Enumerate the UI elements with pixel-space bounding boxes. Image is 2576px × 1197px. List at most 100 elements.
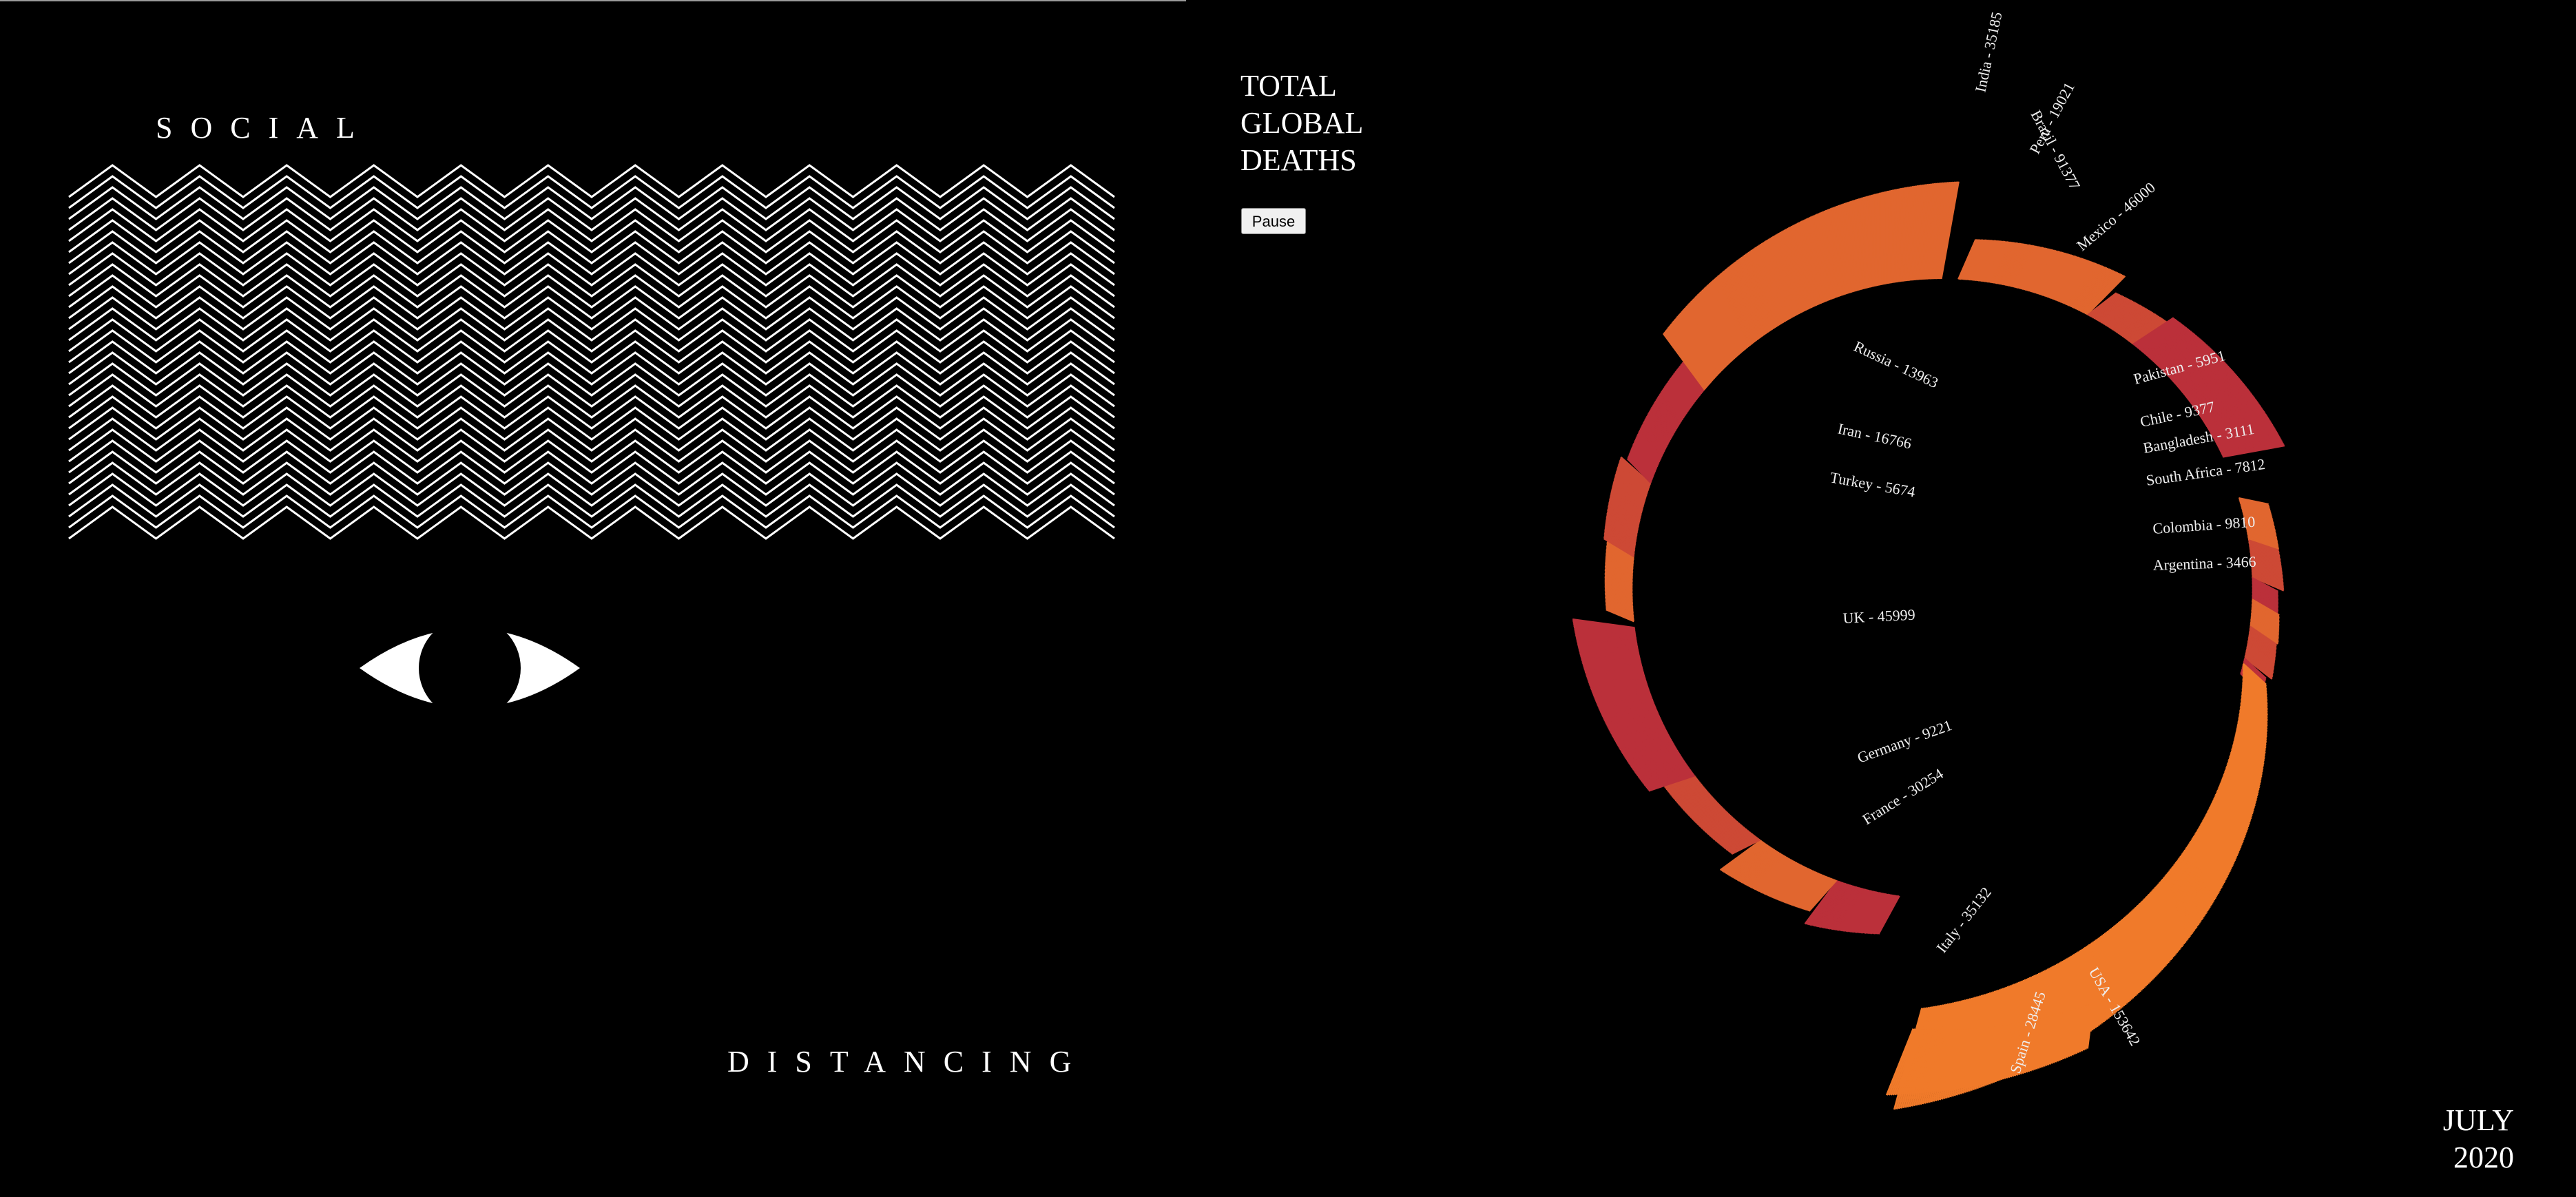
bar-mark	[2080, 271, 2119, 313]
bar-mark	[1827, 209, 1841, 297]
bar-mark	[1917, 184, 1929, 280]
bar-mark	[1782, 230, 1806, 312]
bar-mark	[2243, 661, 2266, 684]
bar-mark	[1674, 371, 1695, 404]
bar-mark	[2162, 877, 2189, 941]
bar-mark	[2033, 251, 2064, 294]
bar-mark	[2010, 1021, 2024, 1078]
bar-mark	[2120, 313, 2156, 337]
bar-mark	[2146, 895, 2170, 964]
bar-mark	[1796, 222, 1818, 306]
bar-mark	[1609, 721, 1663, 732]
bar-mark	[1997, 1023, 2013, 1081]
bar-mark	[1810, 882, 1844, 926]
bar-mark	[2196, 829, 2227, 881]
bar-mark	[2069, 1008, 2079, 1057]
bar-mark	[1591, 687, 1649, 692]
bar-mark	[2251, 606, 2280, 625]
bar-mark	[1637, 431, 1662, 460]
bar-mark	[1639, 764, 1688, 780]
bar-mark	[2198, 826, 2229, 877]
bar-mark	[1694, 809, 1726, 822]
bar-mark	[2242, 512, 2274, 522]
bar-mark	[2015, 246, 2043, 289]
bar-mark	[1774, 866, 1807, 899]
bar-mark	[2252, 579, 2279, 596]
bar-mark	[2123, 916, 2144, 990]
bar-mark	[2225, 767, 2256, 807]
pause-button[interactable]: Pause	[1241, 208, 1306, 234]
bar-group-italy	[1804, 879, 1900, 935]
bar-mark	[1928, 182, 1944, 280]
bar-mark	[2060, 262, 2096, 304]
bar-mark	[2027, 1019, 2040, 1072]
bar-mark	[1689, 301, 1729, 366]
bar-mark	[1604, 528, 1636, 550]
bar-mark	[2088, 944, 2102, 1025]
bar-mark	[1605, 554, 1634, 573]
bar-mark	[2238, 716, 2267, 746]
bar-mark	[2216, 430, 2278, 446]
bar-mark	[2219, 784, 2250, 826]
bar-mark	[1627, 456, 1652, 483]
bar-mark	[1574, 627, 1637, 637]
bar-mark	[1892, 189, 1898, 283]
bar-mark	[2160, 879, 2187, 944]
bar-mark	[1678, 794, 1712, 806]
bar-mark	[2111, 306, 2146, 331]
bar-mark	[2185, 375, 2239, 399]
bar-mark	[1712, 824, 1743, 840]
bar-mark	[1655, 399, 1678, 430]
bar-mark	[1866, 196, 1872, 288]
bar-mark	[1783, 871, 1816, 904]
bar-mark	[2252, 592, 2279, 610]
bar-mark	[2227, 758, 2259, 796]
bar-mark	[1606, 545, 1634, 564]
bar-mark	[1679, 311, 1721, 374]
bar-mark	[1853, 891, 1880, 933]
bar-mark	[2241, 684, 2268, 710]
bar-mark	[2236, 724, 2266, 756]
bar-mark	[1603, 534, 1635, 555]
bar-mark	[1930, 1029, 1953, 1093]
bar-mark	[2174, 361, 2225, 386]
bar-mark	[2248, 541, 2280, 554]
bar-mark	[2158, 882, 2184, 946]
bar-mark	[1936, 181, 1955, 280]
bar-mark	[2121, 313, 2157, 337]
bar-mark	[1722, 841, 1764, 873]
bar-mark	[2213, 797, 2244, 842]
bar-mark	[1961, 239, 1982, 280]
bar-mark	[1609, 495, 1641, 520]
bar-mark	[1805, 878, 1835, 911]
bar-mark	[1606, 512, 1639, 534]
bar-mark	[1836, 888, 1865, 931]
country-label-colombia: Colombia - 9810	[2152, 513, 2256, 537]
bar-mark	[1721, 840, 1763, 872]
zigzag-line	[68, 439, 1115, 474]
bar-mark	[1728, 266, 1762, 339]
bar-mark	[1988, 1025, 2004, 1083]
bar-mark	[2113, 308, 2148, 332]
bar-mark	[1668, 378, 1690, 412]
bar-mark	[1629, 751, 1679, 766]
country-label-france: France - 30254	[1859, 764, 1946, 828]
bar-mark	[1651, 406, 1674, 437]
bar-mark	[2241, 694, 2268, 721]
bar-mark	[2239, 711, 2267, 742]
bar-mark	[2168, 352, 2217, 378]
bar-mark	[1644, 419, 1668, 448]
bar-mark	[1630, 752, 1680, 767]
bar-mark	[2245, 525, 2277, 537]
bar-mark	[2115, 924, 2134, 999]
bar-mark	[1829, 208, 1844, 296]
bar-mark	[1619, 459, 1651, 488]
bar-mark	[1603, 533, 1635, 554]
bar-mark	[1604, 594, 1634, 610]
bar-mark	[2168, 870, 2196, 932]
bar-mark	[1605, 601, 1634, 616]
bar-mark	[2248, 633, 2276, 654]
bar-group-spain	[1885, 1003, 2095, 1096]
bar-mark	[2211, 801, 2243, 847]
bar-mark	[1580, 656, 1641, 661]
